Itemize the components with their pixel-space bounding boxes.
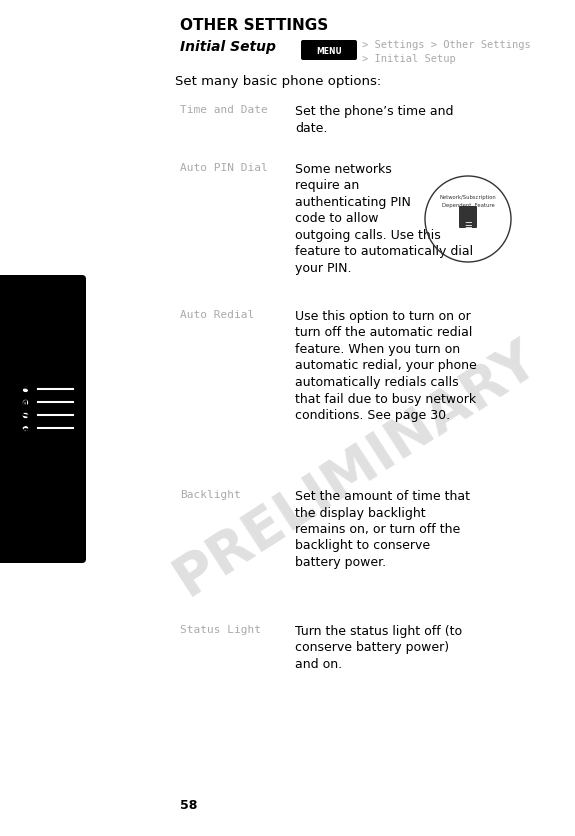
Text: Menu Feature Descriptions: Menu Feature Descriptions (21, 311, 34, 489)
Text: Backlight: Backlight (180, 489, 241, 499)
Text: Use this option to turn on or
turn off the automatic redial
feature. When you tu: Use this option to turn on or turn off t… (295, 309, 477, 421)
FancyBboxPatch shape (0, 276, 86, 563)
Text: > Initial Setup: > Initial Setup (362, 54, 456, 64)
Text: Auto Redial: Auto Redial (180, 309, 254, 319)
Text: Some networks
require an
authenticating PIN
code to allow
outgoing calls. Use th: Some networks require an authenticating … (295, 163, 473, 275)
Text: Turn the status light off (to
conserve battery power)
and on.: Turn the status light off (to conserve b… (295, 624, 462, 670)
Text: Network/Subscription: Network/Subscription (440, 196, 496, 201)
Text: Status Light: Status Light (180, 624, 261, 635)
Text: OTHER SETTINGS: OTHER SETTINGS (180, 18, 328, 33)
Text: Auto PIN Dial: Auto PIN Dial (180, 163, 268, 173)
FancyBboxPatch shape (459, 206, 477, 229)
Text: PRELIMINARY: PRELIMINARY (164, 330, 549, 606)
Text: Time and Date: Time and Date (180, 104, 268, 115)
Text: ☰: ☰ (464, 220, 472, 229)
Text: Dependent  Feature: Dependent Feature (442, 203, 494, 208)
Text: 58: 58 (180, 798, 197, 811)
Text: MENU: MENU (316, 47, 342, 55)
Text: Set many basic phone options:: Set many basic phone options: (175, 75, 381, 88)
Text: Set the amount of time that
the display backlight
remains on, or turn off the
ba: Set the amount of time that the display … (295, 489, 470, 568)
FancyBboxPatch shape (301, 41, 357, 61)
Text: Set the phone’s time and
date.: Set the phone’s time and date. (295, 104, 454, 135)
Text: Initial Setup: Initial Setup (180, 40, 276, 54)
Text: > Settings > Other Settings: > Settings > Other Settings (362, 40, 531, 50)
